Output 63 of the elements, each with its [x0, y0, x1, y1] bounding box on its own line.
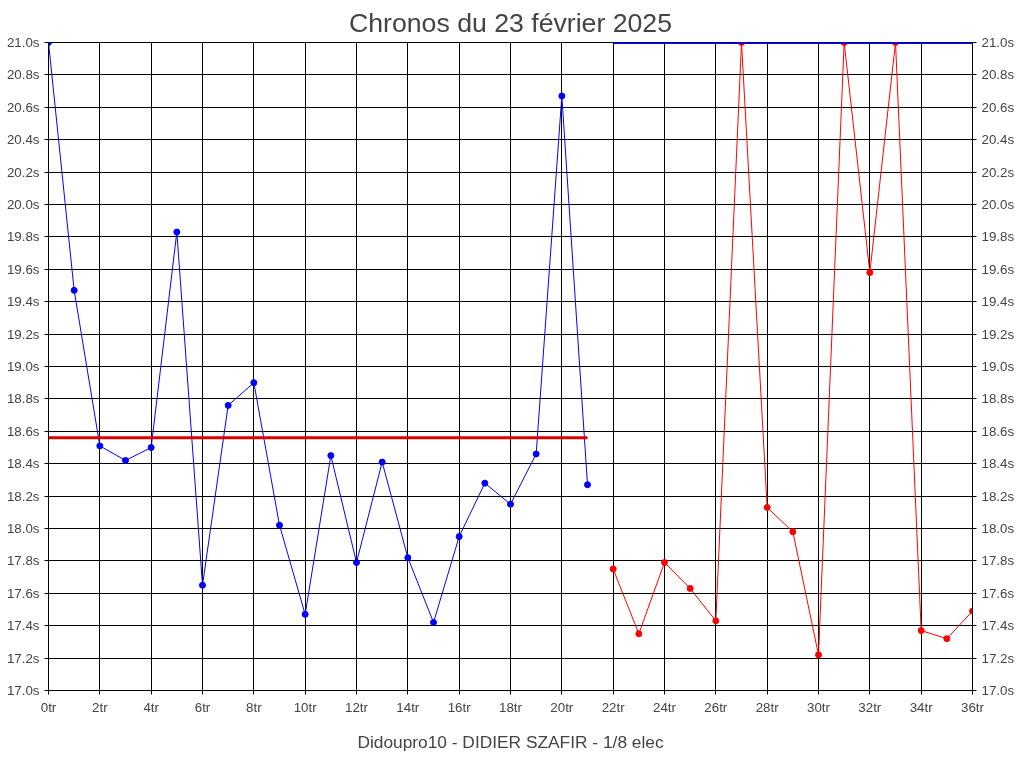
y-tick-label: 19.0s	[6, 359, 40, 374]
y2-tick-label: 18.4s	[981, 456, 1015, 472]
y2-tick-label: 17.8s	[981, 553, 1015, 569]
y-tick-label: 20.0s	[6, 197, 40, 212]
y-tick-label: 20.6s	[6, 99, 40, 115]
y2-tick-label: 17.4s	[981, 618, 1015, 634]
y-tick-label: 17.2s	[6, 650, 40, 666]
y2-tick-label: 20.2s	[981, 164, 1015, 180]
y-tick-label: 19.6s	[6, 261, 40, 277]
y2-tick-label: 19.2s	[981, 326, 1015, 342]
y-tick-label: 19.8s	[6, 229, 40, 245]
x-tick-label: 14tr	[396, 699, 420, 715]
y-tick-label: 17.8s	[6, 553, 40, 569]
x-tick-label: 10tr	[293, 699, 318, 715]
chart-title: Chronos du 23 février 2025	[348, 7, 673, 38]
x-tick-label: 4tr	[143, 699, 160, 715]
y2-tick-label: 20.6s	[981, 99, 1015, 115]
y-tick-label: 18.0s	[6, 521, 40, 536]
y-tick-label: 20.8s	[6, 67, 40, 83]
y-tick-label: 18.6s	[6, 423, 40, 439]
y2-tick-label: 20.0s	[981, 197, 1015, 212]
x-tick-label: 0tr	[40, 699, 57, 715]
y2-tick-label: 20.4s	[981, 132, 1015, 148]
x-tick-label: 30tr	[807, 699, 831, 715]
y-tick-label: 18.4s	[6, 456, 40, 472]
x-tick-label: 28tr	[755, 699, 780, 715]
y2-tick-label: 19.6s	[981, 261, 1015, 277]
y-tick-label: 18.8s	[6, 391, 40, 407]
x-tick-label: 12tr	[345, 699, 369, 715]
y-tick-label: 18.2s	[6, 488, 40, 504]
x-tick-label: 8tr	[246, 699, 263, 715]
y2-tick-label: 21.0s	[981, 35, 1015, 50]
y-tick-label: 20.4s	[6, 132, 40, 148]
x-tick-label: 24tr	[653, 699, 677, 715]
y2-tick-label: 19.4s	[981, 294, 1015, 310]
y2-tick-label: 18.2s	[981, 488, 1015, 504]
x-tick-label: 22tr	[601, 699, 626, 715]
y2-tick-label: 18.0s	[981, 521, 1015, 536]
y-tick-label: 17.4s	[6, 618, 40, 634]
y-tick-label: 19.2s	[6, 326, 40, 342]
y2-tick-label: 17.6s	[981, 585, 1015, 601]
y-tick-label: 19.4s	[6, 294, 40, 310]
y-tick-label: 20.2s	[6, 164, 40, 180]
x-tick-label: 6tr	[194, 699, 211, 715]
x-tick-label: 32tr	[858, 699, 882, 715]
y2-tick-label: 17.0s	[981, 683, 1015, 698]
x-tick-label: 18tr	[499, 699, 523, 715]
y2-tick-label: 19.8s	[981, 229, 1015, 245]
x-tick-label: 34tr	[909, 699, 934, 715]
y2-tick-label: 17.2s	[981, 650, 1015, 666]
x-tick-label: 20tr	[550, 699, 574, 715]
y2-tick-label: 18.6s	[981, 423, 1015, 439]
y-tick-label: 17.0s	[6, 683, 40, 698]
y2-tick-label: 18.8s	[981, 391, 1015, 407]
x-tick-label: 36tr	[961, 699, 985, 715]
x-tick-label: 26tr	[704, 699, 728, 715]
text: Didoupro10 - DIDIER SZAFIR - 1/8 elec	[357, 732, 664, 752]
x-tick-label: 16tr	[447, 699, 472, 715]
y-tick-label: 21.0s	[6, 35, 40, 50]
x-tick-label: 2tr	[92, 699, 109, 715]
y2-tick-label: 20.8s	[981, 67, 1015, 83]
y2-tick-label: 19.0s	[981, 359, 1015, 374]
y-tick-label: 17.6s	[6, 585, 40, 601]
